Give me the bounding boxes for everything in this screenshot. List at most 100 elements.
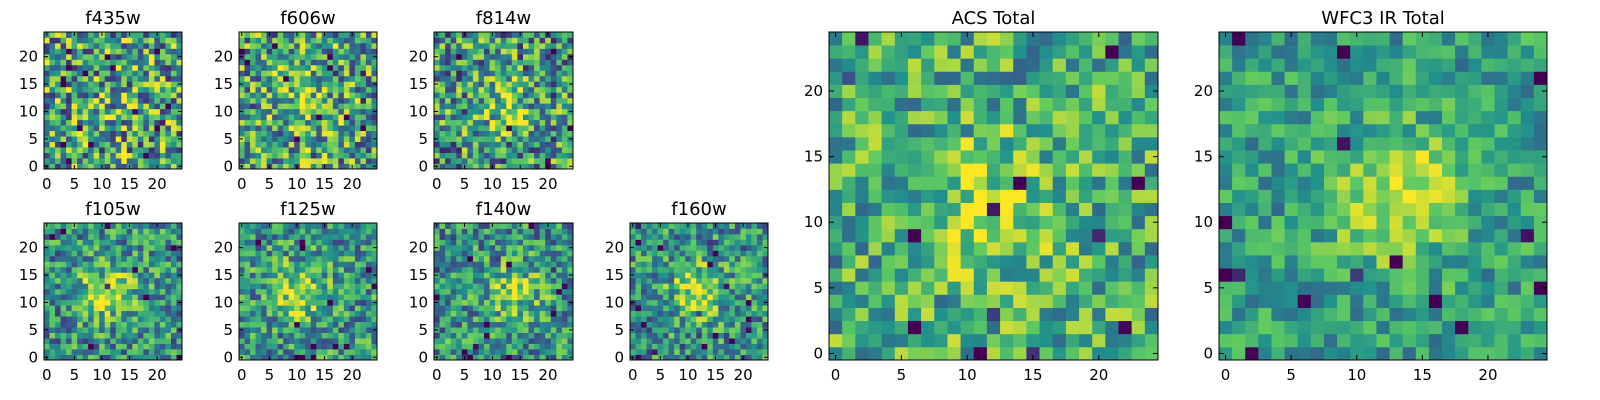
heatmap-cell — [445, 283, 452, 290]
heatmap-cell — [696, 349, 703, 355]
heatmap-cell — [921, 333, 935, 348]
heatmap-cell — [244, 343, 251, 350]
heatmap-cell — [165, 42, 172, 49]
heatmap-cell — [143, 48, 150, 55]
heatmap-cell — [495, 141, 502, 148]
heatmap-cell — [960, 255, 975, 269]
heatmap-cell — [478, 327, 485, 333]
heatmap-cell — [511, 349, 518, 355]
heatmap-cell — [550, 152, 557, 159]
heatmap-cell — [277, 48, 284, 55]
heatmap-cell — [176, 316, 183, 323]
heatmap-cell — [445, 32, 452, 38]
heatmap-cell — [434, 42, 440, 49]
heatmap-cell — [55, 299, 61, 306]
heatmap-cell — [461, 48, 468, 55]
heatmap-cell — [354, 125, 361, 132]
heatmap-cell — [712, 266, 719, 273]
heatmap-cell — [55, 75, 61, 82]
heatmap-cell — [44, 147, 50, 153]
heatmap-cell — [472, 75, 479, 82]
heatmap-cell — [539, 338, 546, 344]
heatmap-cell — [126, 114, 133, 121]
heatmap-cell — [517, 244, 524, 251]
heatmap-cell — [567, 42, 574, 49]
heatmap-cell — [450, 108, 457, 115]
heatmap-cell — [371, 250, 378, 257]
heatmap-cell — [522, 250, 529, 257]
heatmap-cell — [327, 277, 334, 284]
heatmap-cell — [332, 86, 339, 93]
heatmap-cell — [668, 272, 675, 279]
heatmap-cell — [126, 277, 133, 284]
heatmap-cell — [868, 307, 883, 322]
heatmap-cell — [484, 272, 490, 279]
heatmap-cell — [354, 53, 361, 60]
heatmap-cell — [244, 261, 251, 268]
heatmap-cell — [338, 119, 345, 126]
heatmap-cell — [445, 53, 452, 60]
heatmap-cell — [674, 349, 681, 355]
heatmap-cell — [60, 239, 67, 246]
heatmap-cell — [272, 349, 279, 355]
heatmap-cell — [500, 228, 507, 235]
heatmap-cell — [121, 130, 128, 137]
heatmap-cell — [66, 349, 72, 355]
heatmap-cell — [154, 288, 161, 295]
heatmap-cell — [299, 255, 306, 262]
heatmap-cell — [110, 42, 117, 49]
heatmap-cell — [472, 141, 479, 148]
heatmap-cell — [277, 261, 284, 268]
heatmap-cell — [148, 305, 155, 312]
heatmap-cell — [500, 338, 507, 344]
heatmap-cell — [371, 343, 378, 350]
heatmap-cell — [829, 202, 843, 217]
heatmap-cell — [663, 228, 670, 235]
heatmap-cell — [272, 119, 279, 126]
heatmap-cell — [93, 255, 100, 262]
heatmap-cell — [522, 349, 529, 355]
heatmap-cell — [165, 299, 172, 306]
heatmap-cell — [121, 81, 128, 88]
heatmap-cell — [545, 294, 552, 301]
heatmap-cell — [561, 283, 568, 290]
heatmap-cell — [829, 320, 843, 335]
heatmap-cell — [49, 305, 56, 312]
heatmap-cell — [126, 283, 133, 290]
heatmap-cell — [707, 277, 714, 284]
heatmap-cell — [82, 32, 89, 38]
heatmap-cell — [360, 255, 367, 262]
heatmap-cell — [635, 266, 642, 273]
heatmap-cell — [829, 294, 843, 308]
heatmap-cell — [556, 283, 563, 290]
heatmap-cell — [170, 59, 177, 66]
heatmap-cell — [338, 250, 345, 257]
heatmap-cell — [734, 250, 741, 257]
heatmap-cell — [467, 37, 474, 44]
heatmap-cell — [60, 266, 67, 273]
heatmap-cell — [696, 239, 703, 246]
heatmap-cell — [445, 92, 452, 99]
heatmap-cell — [973, 189, 988, 203]
heatmap-cell — [674, 228, 681, 235]
heatmap-cell — [44, 305, 50, 312]
heatmap-cell — [104, 141, 111, 148]
heatmap-cell — [561, 108, 568, 115]
heatmap-cell — [55, 223, 61, 229]
heatmap-cell — [255, 266, 262, 273]
heatmap-cell — [104, 37, 111, 44]
heatmap-cell — [674, 310, 681, 317]
heatmap-cell — [272, 261, 279, 268]
heatmap-cell — [104, 272, 111, 279]
heatmap-cell — [250, 343, 256, 350]
heatmap-cell — [517, 299, 524, 306]
heatmap-cell — [272, 147, 279, 153]
heatmap-cell — [154, 338, 161, 344]
heatmap-cell — [434, 64, 440, 71]
heatmap-cell — [495, 108, 502, 115]
heatmap-cell — [439, 70, 446, 77]
heatmap-cell — [517, 338, 524, 344]
heatmap-cell — [244, 250, 251, 257]
heatmap-cell — [371, 86, 378, 93]
heatmap-cell — [250, 332, 256, 339]
